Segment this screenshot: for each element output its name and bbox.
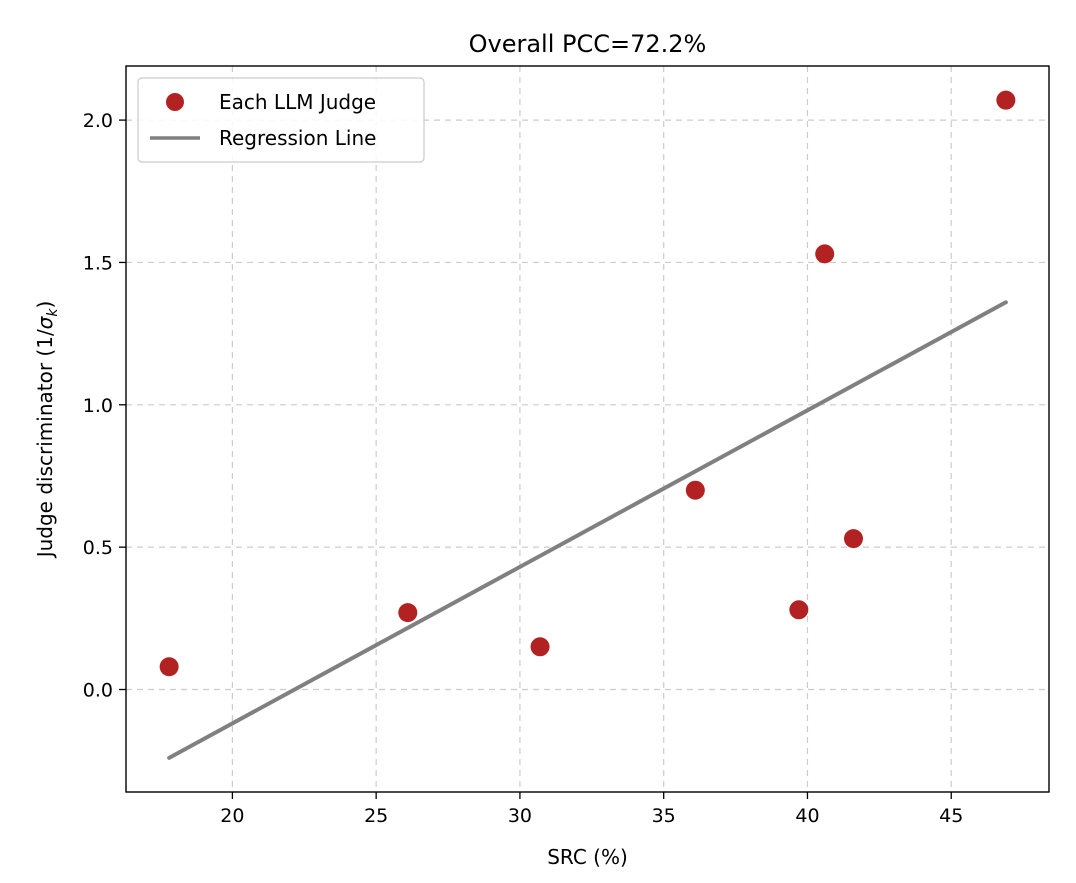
legend: Each LLM Judge Regression Line [137,77,425,163]
x-tick-label: 40 [795,805,819,827]
chart-title: Overall PCC=72.2% [469,30,707,58]
regression-line [167,300,1008,760]
y-tick-label: 0.5 [83,537,113,559]
scatter-point [789,600,809,620]
y-tick-label: 0.0 [83,680,113,702]
scatter-point [815,244,835,264]
legend-box [137,77,425,163]
legend-label-each-llm-judge: Each LLM Judge [219,90,376,114]
legend-marker-each-llm-judge [166,93,184,111]
x-axis-label: SRC (%) [547,845,628,869]
scatter-point [398,603,418,623]
scatter-point [159,657,179,677]
scatter-series [159,90,1016,677]
x-tick-label: 25 [364,805,388,827]
plot-frame [125,65,1050,793]
legend-label-regression-line: Regression Line [219,126,376,150]
grid-lines [126,66,1049,792]
x-tick-label: 20 [220,805,244,827]
y-axis-ticks: 0.0 0.5 1.0 1.5 2.0 [83,110,126,702]
scatter-point [996,90,1016,110]
y-tick-label: 2.0 [83,110,113,132]
y-axis-label: Judge discriminator (1/σk) [33,301,61,560]
y-axis-label-prefix: Judge discriminator (1/ [33,329,57,559]
x-tick-label: 35 [652,805,676,827]
scatter-point [530,637,550,657]
x-axis-ticks: 20 25 30 35 40 45 [220,792,963,827]
y-tick-label: 1.5 [83,252,113,274]
y-axis-label-symbol: σ [33,315,57,329]
y-tick-label: 1.0 [83,395,113,417]
scatter-point [843,529,863,549]
x-tick-label: 45 [939,805,963,827]
regression-series [167,300,1008,760]
x-tick-label: 30 [508,805,532,827]
y-axis-label-suffix: ) [33,301,57,309]
y-axis-label-subscript: k [45,308,61,317]
scatter-point [685,480,705,500]
